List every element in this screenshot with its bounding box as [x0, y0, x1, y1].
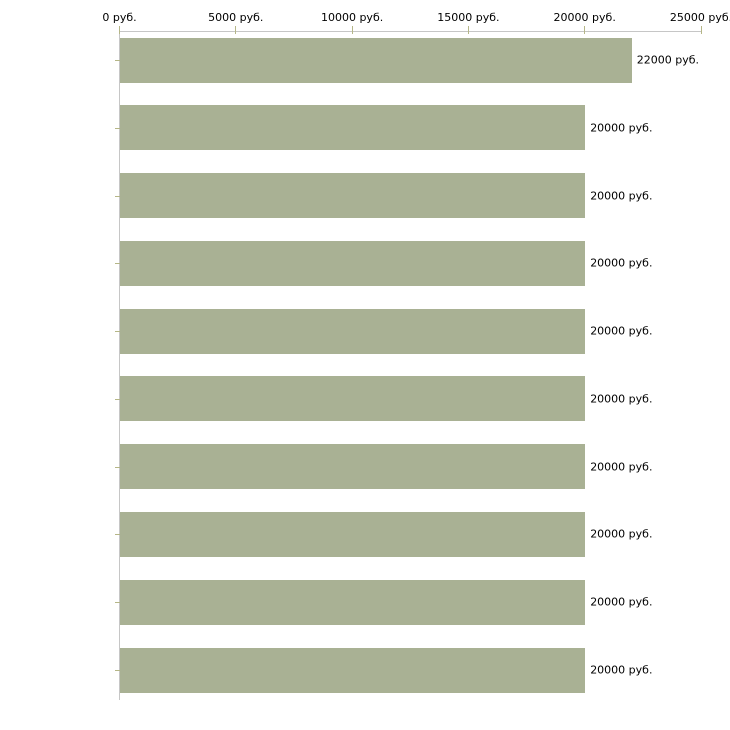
category-tick [115, 602, 120, 604]
bar [120, 444, 586, 490]
bar [120, 511, 586, 557]
category-tick [115, 127, 120, 129]
value-label: 20000 руб. [590, 595, 653, 609]
bar [120, 308, 586, 354]
category-tick [115, 263, 120, 265]
x-axis-tick-label: 5000 руб. [208, 11, 264, 24]
value-label: 20000 руб. [590, 256, 653, 270]
bar [120, 376, 586, 422]
category-tick [115, 195, 120, 197]
category-tick [115, 466, 120, 468]
bar [120, 647, 586, 693]
category-tick [115, 534, 120, 536]
value-label: 20000 руб. [590, 392, 653, 406]
x-axis-tick [467, 26, 469, 34]
value-label: 20000 руб. [590, 121, 653, 135]
category-tick [115, 398, 120, 400]
y-axis-line [119, 31, 120, 700]
x-axis-tick-label: 25000 руб. [669, 11, 730, 24]
x-axis-line [119, 31, 702, 32]
bar [120, 105, 586, 151]
value-label: 20000 руб. [590, 663, 653, 677]
value-label: 22000 руб. [636, 53, 699, 67]
value-label: 20000 руб. [590, 189, 653, 203]
bar [120, 240, 586, 286]
x-axis-tick [351, 26, 353, 34]
x-axis-tick [119, 26, 120, 34]
value-label: 20000 руб. [590, 324, 653, 338]
x-axis-tick-label: 10000 руб. [320, 11, 384, 24]
value-label: 20000 руб. [590, 527, 653, 541]
value-label: 20000 руб. [590, 460, 653, 474]
category-tick [115, 331, 120, 333]
bar [120, 173, 586, 219]
category-tick [115, 670, 120, 672]
x-axis-tick-label: 15000 руб. [437, 11, 500, 24]
x-axis-tick [700, 26, 702, 34]
x-axis-tick [584, 26, 586, 34]
category-tick [115, 60, 120, 61]
x-axis-tick-label: 0 руб. [102, 11, 137, 24]
bar [120, 579, 586, 625]
bar [120, 37, 632, 83]
x-axis-tick [235, 26, 237, 34]
x-axis-tick-label: 20000 руб. [553, 11, 616, 24]
